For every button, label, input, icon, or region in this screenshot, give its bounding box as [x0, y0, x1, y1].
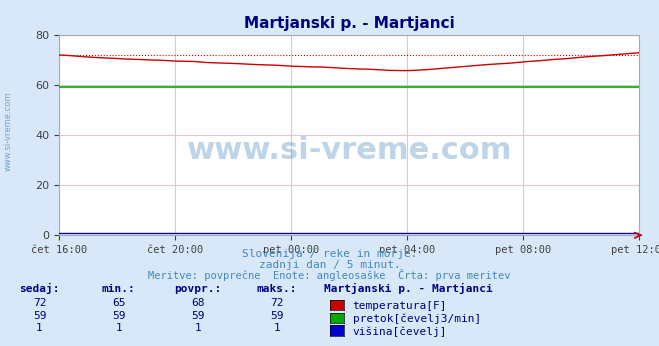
Text: www.si-vreme.com: www.si-vreme.com — [186, 136, 512, 165]
Text: temperatura[F]: temperatura[F] — [353, 301, 447, 311]
Text: maks.:: maks.: — [256, 284, 297, 294]
Text: Slovenija / reke in morje.: Slovenija / reke in morje. — [242, 249, 417, 259]
Text: pretok[čevelj3/min]: pretok[čevelj3/min] — [353, 314, 481, 324]
Text: www.si-vreme.com: www.si-vreme.com — [3, 92, 13, 171]
Text: 1: 1 — [273, 324, 280, 334]
Title: Martjanski p. - Martjanci: Martjanski p. - Martjanci — [244, 16, 455, 31]
Text: 59: 59 — [191, 311, 204, 321]
Text: Martjanski p. - Martjanci: Martjanski p. - Martjanci — [324, 283, 493, 294]
Text: 1: 1 — [194, 324, 201, 334]
Text: Meritve: povprečne  Enote: angleosaške  Črta: prva meritev: Meritve: povprečne Enote: angleosaške Čr… — [148, 269, 511, 281]
Text: 1: 1 — [115, 324, 122, 334]
Text: 1: 1 — [36, 324, 43, 334]
Text: 59: 59 — [112, 311, 125, 321]
Text: min.:: min.: — [101, 284, 136, 294]
Text: 68: 68 — [191, 298, 204, 308]
Text: 59: 59 — [33, 311, 46, 321]
Text: višina[čevelj]: višina[čevelj] — [353, 326, 447, 337]
Text: zadnji dan / 5 minut.: zadnji dan / 5 minut. — [258, 260, 401, 270]
Text: 65: 65 — [112, 298, 125, 308]
Text: povpr.:: povpr.: — [174, 284, 221, 294]
Text: 72: 72 — [270, 298, 283, 308]
Text: sedaj:: sedaj: — [19, 283, 60, 294]
Text: 59: 59 — [270, 311, 283, 321]
Text: 72: 72 — [33, 298, 46, 308]
